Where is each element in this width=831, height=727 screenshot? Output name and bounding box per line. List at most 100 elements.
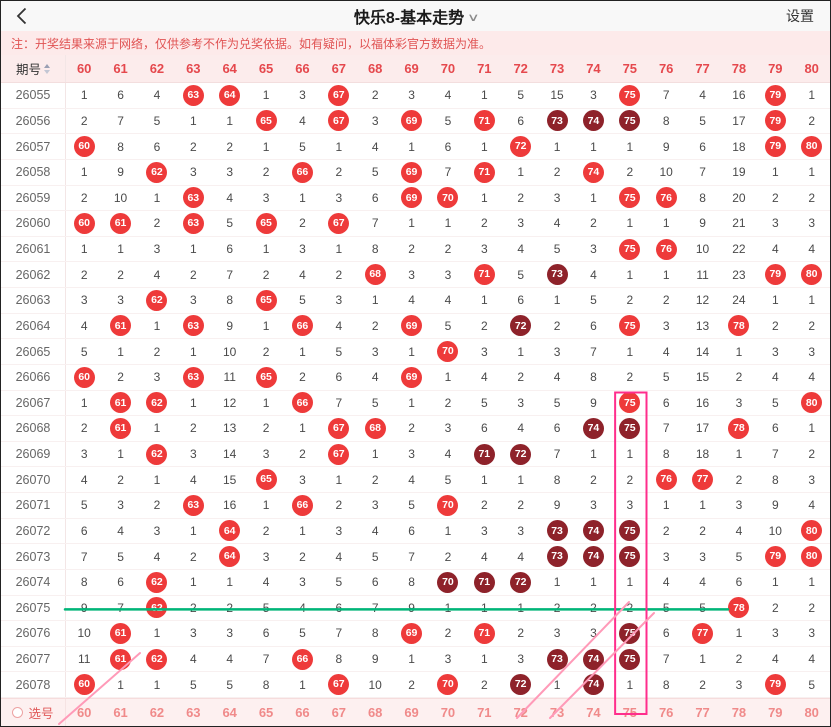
number-cell: 5 [662, 600, 670, 615]
number-cell: 2 [699, 523, 706, 538]
number-cell: 1 [408, 652, 415, 667]
select-number-62[interactable]: 62 [149, 705, 165, 720]
select-number-73[interactable]: 73 [549, 705, 565, 720]
number-cell: 4 [771, 370, 779, 385]
number-cell: 6 [735, 575, 743, 590]
number-cell: 1 [517, 472, 525, 487]
number-cell: 3 [771, 216, 779, 231]
select-number-61[interactable]: 61 [113, 705, 128, 720]
select-number-75[interactable]: 75 [622, 705, 638, 720]
select-number-74[interactable]: 74 [586, 705, 601, 720]
number-cell: 1 [553, 677, 561, 692]
select-mode-toggle[interactable]: 选号 [1, 699, 66, 726]
number-cell: 63 [175, 83, 211, 108]
number-cell: 5 [117, 549, 124, 564]
number-cell: 5 [153, 113, 161, 128]
number-cell: 15 [695, 370, 710, 385]
number-cell: 2 [226, 600, 234, 615]
drawn-ball: 72 [510, 315, 532, 337]
number-cell: 1 [299, 421, 306, 436]
select-number-76[interactable]: 76 [658, 705, 674, 720]
number-cell: 2 [699, 677, 706, 692]
number-cell: 5 [771, 395, 779, 410]
number-cell: 67 [321, 109, 357, 134]
settings-button[interactable]: 设置 [786, 8, 814, 24]
select-number-78[interactable]: 78 [731, 705, 747, 720]
number-cell: 75 [612, 519, 648, 544]
drawn-ball: 71 [473, 571, 495, 593]
table-row: 26062 2 2 4 2 7 2 4 2 68 3 3 71 5 73 4 1 1 11 23 79 80 [1, 262, 830, 288]
number-cell: 70 [430, 186, 466, 211]
number-cell: 7 [117, 113, 124, 128]
number-cell: 4 [408, 472, 415, 487]
number-cell: 61 [102, 621, 138, 646]
number-cell: 60 [66, 134, 102, 159]
number-cell: 62 [139, 596, 175, 621]
select-number-70[interactable]: 70 [440, 705, 456, 720]
number-cell: 5 [335, 344, 343, 359]
number-cell: 63 [175, 314, 211, 339]
select-number-80[interactable]: 80 [804, 705, 819, 720]
select-number-60[interactable]: 60 [76, 705, 92, 720]
number-cell: 5 [408, 498, 415, 513]
number-cell: 2 [517, 498, 525, 513]
select-number-66[interactable]: 66 [295, 705, 310, 720]
table-row: 26059 2 10 1 63 4 3 1 3 6 69 70 1 2 3 1 75 76 8 20 2 2 [1, 185, 830, 212]
select-number-79[interactable]: 79 [768, 705, 783, 720]
period-cell: 26074 [1, 569, 66, 595]
drawn-ball: 63 [182, 84, 204, 106]
select-number-71[interactable]: 71 [477, 705, 492, 720]
back-button[interactable] [1, 1, 41, 31]
select-number-63[interactable]: 63 [186, 705, 201, 720]
number-cell: 8 [117, 139, 124, 154]
number-cell: 3 [371, 344, 379, 359]
number-cell: 2 [517, 190, 525, 205]
select-number-77[interactable]: 77 [695, 705, 710, 720]
number-cell: 10 [368, 677, 382, 692]
number-cell: 2 [480, 677, 488, 692]
number-cell: 1 [226, 113, 234, 128]
topbar: 快乐8-基本走势 ∨ 设置 [1, 1, 830, 31]
drawn-ball: 63 [182, 212, 204, 234]
number-cell: 24 [732, 293, 746, 308]
select-number-64[interactable]: 64 [222, 705, 237, 720]
number-cell: 1 [735, 626, 743, 641]
drawn-ball: 62 [146, 597, 168, 619]
number-cell: 63 [175, 493, 211, 518]
number-cell: 69 [393, 621, 429, 646]
select-number-69[interactable]: 69 [404, 705, 419, 720]
number-cell: 3 [590, 498, 597, 513]
number-cell: 1 [117, 447, 124, 462]
number-cell: 5 [808, 677, 816, 692]
period-header[interactable]: 期号 [1, 55, 66, 82]
number-cell: 1 [408, 344, 415, 359]
number-cell: 1 [299, 344, 306, 359]
drawn-ball: 73 [546, 110, 568, 132]
number-cell: 60 [66, 211, 102, 236]
drawn-ball: 76 [655, 238, 677, 260]
number-cell: 3 [662, 318, 670, 333]
select-number-67[interactable]: 67 [331, 705, 347, 720]
number-cell: 1 [553, 575, 561, 590]
number-cell: 69 [393, 109, 429, 134]
number-cell: 4 [808, 370, 816, 385]
number-cell: 1 [80, 88, 88, 103]
number-cell: 3 [80, 447, 88, 462]
number-cell: 78 [721, 596, 757, 621]
select-number-65[interactable]: 65 [258, 705, 274, 720]
title-dropdown[interactable]: 快乐8-基本走势 ∨ [354, 1, 480, 31]
number-cell: 9 [699, 216, 706, 231]
number-cell: 5 [699, 113, 706, 128]
number-cell: 2 [444, 395, 452, 410]
number-cell: 71 [466, 262, 502, 287]
number-cell: 4 [371, 523, 379, 538]
select-number-72[interactable]: 72 [513, 705, 528, 720]
number-cell: 1 [262, 395, 270, 410]
select-number-68[interactable]: 68 [367, 705, 383, 720]
drawn-ball: 70 [437, 494, 459, 516]
drawn-ball: 69 [401, 622, 423, 644]
number-cell: 2 [262, 344, 270, 359]
number-cell: 3 [553, 344, 561, 359]
number-cell: 8 [226, 293, 234, 308]
drawn-ball: 67 [328, 674, 350, 696]
